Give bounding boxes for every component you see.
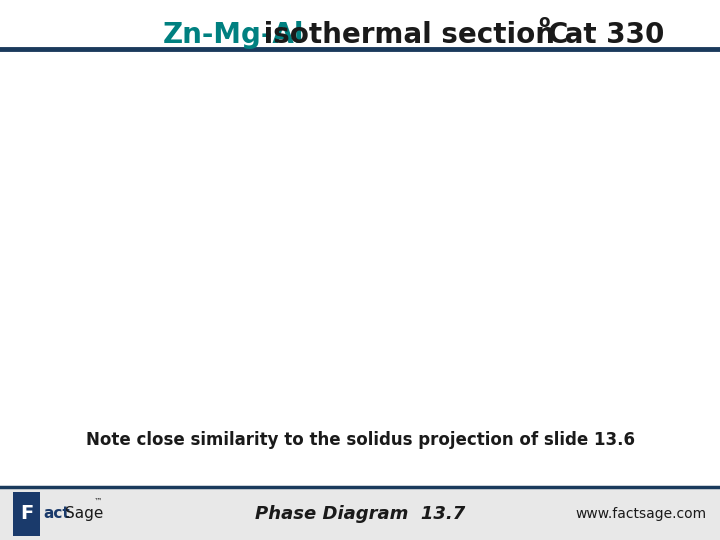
FancyBboxPatch shape [13,492,40,536]
Text: F: F [20,504,33,523]
Text: act: act [43,506,70,521]
FancyBboxPatch shape [0,487,720,540]
Text: Note close similarity to the solidus projection of slide 13.6: Note close similarity to the solidus pro… [86,431,634,449]
Text: C: C [547,21,567,49]
Text: isothermal section at 330: isothermal section at 330 [254,21,675,49]
Text: Phase Diagram  13.7: Phase Diagram 13.7 [255,504,465,523]
Text: ™: ™ [94,497,102,505]
Text: www.factsage.com: www.factsage.com [576,507,707,521]
Text: o: o [538,13,549,31]
Text: Zn-Mg-Al: Zn-Mg-Al [162,21,304,49]
Text: Sage: Sage [65,506,103,521]
